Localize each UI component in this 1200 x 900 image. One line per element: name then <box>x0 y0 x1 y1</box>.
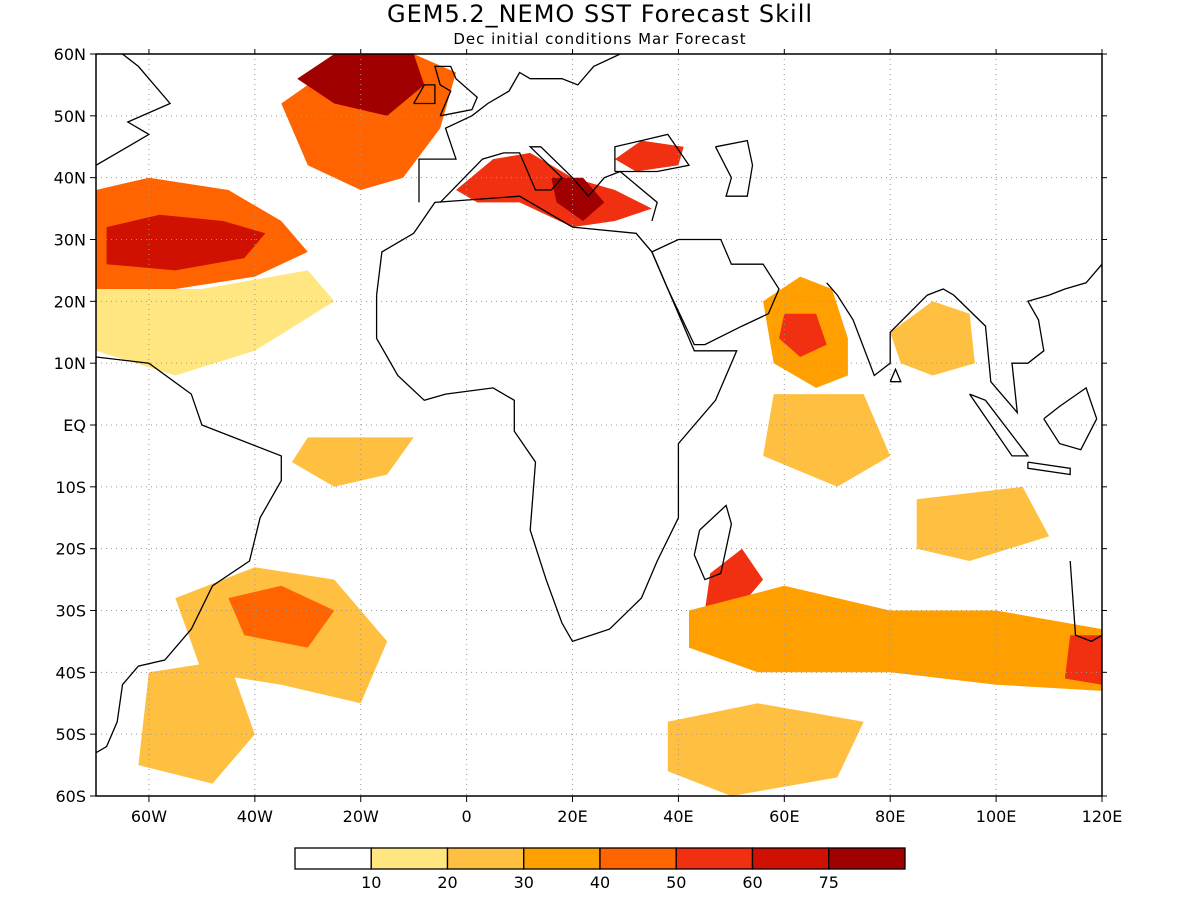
lat-tick-label: 20S <box>55 540 86 559</box>
skill-region-north-atlantic-west-core <box>106 214 266 271</box>
coastline-borneo <box>1043 386 1098 451</box>
skill-region-madagascar-channel <box>704 548 764 617</box>
legend-label: 60 <box>742 873 762 892</box>
map-title: GEM5.2_NEMO SST Forecast Skill <box>386 0 814 28</box>
skill-region-southern-ocean <box>667 703 864 796</box>
skill-region-south-atlantic-core <box>228 585 335 648</box>
skill-region-arabian-sea-core <box>779 313 827 357</box>
lat-tick-label: 30S <box>55 602 86 621</box>
coastline-caspian <box>714 139 754 197</box>
legend-swatch <box>523 847 601 870</box>
skill-region-south-indian-north <box>916 486 1050 561</box>
legend-label: 75 <box>819 873 839 892</box>
skill-region-south-indian-core <box>1064 635 1102 685</box>
skill-region-argentine-basin <box>138 660 255 784</box>
coastline-india <box>826 282 955 377</box>
lon-tick-label: 60E <box>769 807 799 826</box>
lon-tick-label: 0 <box>462 807 472 826</box>
legend-swatch <box>370 847 449 870</box>
legend-swatch <box>675 847 754 870</box>
lat-tick-label: 20N <box>54 292 86 311</box>
lon-tick-label: 60W <box>131 807 167 826</box>
legend-label: 50 <box>666 873 686 892</box>
skill-region-black-sea <box>614 140 684 172</box>
coastline-arabia <box>651 238 780 346</box>
map-subtitle: Dec initial conditions Mar Forecast <box>453 30 747 48</box>
lon-tick-label: 40W <box>237 807 273 826</box>
coastline-britain <box>434 65 478 117</box>
skill-region-mediterranean-core <box>551 177 605 221</box>
skill-region-bay-of-bengal <box>890 301 975 376</box>
legend-swatch <box>294 847 372 870</box>
lat-tick-label: 40N <box>54 169 86 188</box>
skill-region-north-atlantic-south-band <box>96 270 335 376</box>
lat-tick-label: 50N <box>54 107 86 126</box>
skill-region-indian-ocean-east <box>763 394 891 487</box>
coastline-java <box>1027 461 1071 476</box>
coastline-indochina <box>953 263 1102 415</box>
lat-tick-label: 10N <box>54 354 86 373</box>
lon-tick-label: 80E <box>875 807 905 826</box>
coastline-europe-south <box>439 146 658 222</box>
lon-tick-label: 20E <box>557 807 587 826</box>
lat-tick-label: 40S <box>55 663 86 682</box>
coastline-madagascar <box>693 504 733 581</box>
coastline-japan-korea <box>1134 196 1150 208</box>
skill-region-equatorial-atlantic <box>291 437 414 487</box>
lat-tick-label: 50S <box>55 725 86 744</box>
coastline-australia-west <box>1069 560 1102 643</box>
lat-tick-label: 60N <box>54 45 86 64</box>
legend-label: 20 <box>437 873 457 892</box>
lat-tick-label: EQ <box>63 416 86 435</box>
lon-tick-label: 40E <box>663 807 693 826</box>
legend-swatch <box>446 847 525 870</box>
legend-label: 40 <box>590 873 610 892</box>
coastline-ireland <box>413 84 436 105</box>
lat-tick-label: 10S <box>55 478 86 497</box>
legend-label: 10 <box>361 873 381 892</box>
coastline-sumatra <box>969 393 1030 457</box>
lon-tick-label: 100E <box>976 807 1017 826</box>
coastline-south-america <box>96 356 282 754</box>
lon-tick-label: 120E <box>1082 807 1123 826</box>
legend-swatch <box>828 847 906 870</box>
legend-swatch <box>599 847 677 870</box>
coastline-europe <box>418 54 621 203</box>
coastline-sri-lanka <box>889 367 902 383</box>
lat-tick-label: 30N <box>54 231 86 250</box>
coastline-north-america <box>96 54 172 166</box>
legend-label: 30 <box>514 873 534 892</box>
coastline-black-sea-coast <box>614 133 691 173</box>
coastline-africa <box>375 195 738 643</box>
lon-tick-label: 20W <box>343 807 379 826</box>
skill-region-south-indian-ocean <box>689 585 1102 691</box>
lat-tick-label: 60S <box>55 787 86 806</box>
legend-swatch <box>751 847 830 870</box>
